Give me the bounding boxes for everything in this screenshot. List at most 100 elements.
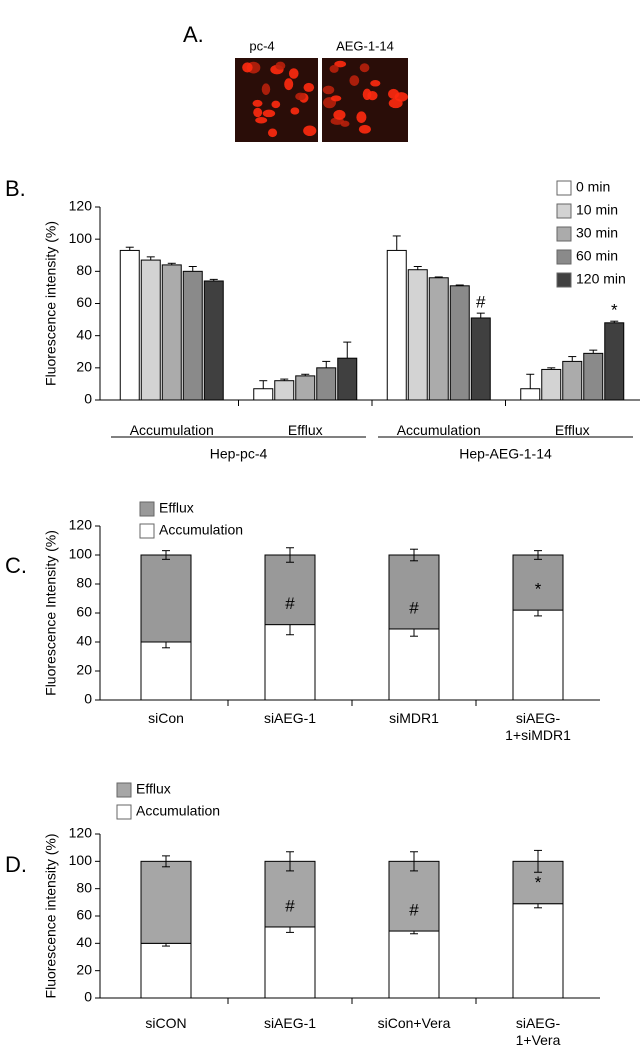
annotation: * bbox=[535, 873, 542, 892]
x-tick-label: siCon bbox=[148, 710, 184, 726]
bar bbox=[295, 375, 316, 401]
cell bbox=[334, 60, 347, 68]
bar bbox=[604, 322, 625, 401]
bar-segment bbox=[512, 609, 564, 701]
group-label: Hep-pc-4 bbox=[210, 446, 268, 462]
cell bbox=[267, 128, 278, 138]
y-tick-label: 120 bbox=[69, 198, 93, 214]
annotation: # bbox=[285, 594, 295, 613]
group-label: Hep-AEG-1-14 bbox=[459, 446, 552, 462]
cell bbox=[290, 107, 300, 115]
bar bbox=[583, 352, 604, 401]
cell bbox=[388, 88, 400, 100]
x-tick-label: Efflux bbox=[287, 422, 323, 438]
bar-segment bbox=[264, 926, 316, 999]
x-tick-label: siCon+Vera bbox=[377, 1015, 451, 1031]
image-label: pc-4 bbox=[249, 38, 274, 53]
y-tick-label: 120 bbox=[69, 825, 93, 841]
y-tick-label: 0 bbox=[84, 691, 92, 707]
bar-segment bbox=[388, 860, 440, 932]
bar bbox=[337, 357, 358, 401]
bar bbox=[316, 367, 337, 401]
bar bbox=[203, 280, 224, 401]
x-tick-label: Accumulation bbox=[396, 422, 481, 438]
bar-segment bbox=[388, 930, 440, 999]
cell bbox=[252, 99, 263, 107]
legend-swatch bbox=[556, 226, 572, 242]
y-tick-label: 40 bbox=[76, 633, 92, 649]
x-tick-label: siCON bbox=[145, 1015, 187, 1031]
cell bbox=[340, 120, 350, 127]
bar-segment bbox=[512, 554, 564, 611]
cell bbox=[359, 63, 370, 73]
legend-swatch bbox=[556, 203, 572, 219]
annotation: # bbox=[285, 896, 295, 915]
cell bbox=[253, 107, 263, 118]
bar bbox=[520, 388, 541, 401]
cell bbox=[288, 68, 299, 79]
legend-swatch bbox=[556, 249, 572, 265]
y-tick-label: 0 bbox=[84, 989, 92, 1005]
x-tick-label: siAEG-1+siMDR1 bbox=[505, 710, 571, 743]
legend-label: Efflux bbox=[136, 781, 171, 797]
annotation: # bbox=[409, 598, 419, 617]
bar-segment bbox=[388, 554, 440, 630]
bar bbox=[274, 380, 295, 401]
x-tick-label: siAEG-1 bbox=[263, 1015, 317, 1031]
cell bbox=[362, 88, 372, 101]
y-axis-label: Fluorescence Intensity (%) bbox=[43, 530, 59, 696]
y-tick-label: 80 bbox=[76, 879, 92, 895]
cell bbox=[388, 98, 403, 109]
x-tick-label: Efflux bbox=[554, 422, 590, 438]
bar-segment bbox=[140, 641, 192, 701]
cell bbox=[370, 80, 381, 87]
bar bbox=[562, 360, 583, 401]
annotation: # bbox=[476, 293, 486, 312]
bar bbox=[182, 270, 203, 401]
legend-swatch bbox=[556, 180, 572, 196]
x-tick-label: Accumulation bbox=[129, 422, 214, 438]
cell bbox=[322, 85, 335, 95]
legend-label: Accumulation bbox=[136, 803, 220, 819]
bar bbox=[386, 249, 407, 401]
cell bbox=[262, 109, 276, 118]
cell bbox=[303, 82, 315, 92]
cell bbox=[275, 61, 286, 70]
legend-label: 30 min bbox=[576, 225, 618, 241]
y-tick-label: 100 bbox=[69, 546, 93, 562]
y-tick-label: 80 bbox=[76, 262, 92, 278]
y-tick-label: 40 bbox=[76, 326, 92, 342]
cell bbox=[261, 83, 271, 95]
cell bbox=[349, 75, 360, 86]
bar bbox=[470, 317, 491, 401]
bar-segment bbox=[140, 942, 192, 999]
y-tick-label: 60 bbox=[76, 294, 92, 310]
legend-label: Efflux bbox=[159, 500, 194, 516]
panel-label: B. bbox=[5, 176, 26, 201]
bar bbox=[119, 249, 140, 401]
panel-label: C. bbox=[5, 553, 27, 578]
bar bbox=[140, 259, 161, 401]
legend-swatch bbox=[116, 804, 132, 820]
cell bbox=[356, 111, 367, 123]
bar-segment bbox=[264, 554, 316, 626]
y-tick-label: 0 bbox=[84, 391, 92, 407]
bar-segment bbox=[512, 903, 564, 999]
y-tick-label: 40 bbox=[76, 934, 92, 950]
bar-segment bbox=[140, 554, 192, 643]
cell bbox=[271, 100, 281, 109]
annotation: * bbox=[611, 301, 618, 320]
y-axis-label: Fluorescence intensity (%) bbox=[43, 834, 59, 999]
x-tick-label: siMDR1 bbox=[389, 710, 439, 726]
legend-label: 60 min bbox=[576, 248, 618, 264]
y-axis-label: Fluorescence intensity (%) bbox=[43, 221, 59, 386]
y-tick-label: 100 bbox=[69, 852, 93, 868]
legend-swatch bbox=[139, 523, 155, 539]
cell bbox=[284, 78, 294, 91]
cell bbox=[255, 117, 268, 124]
bar bbox=[428, 277, 449, 401]
annotation: # bbox=[409, 901, 419, 920]
cell bbox=[242, 62, 253, 73]
